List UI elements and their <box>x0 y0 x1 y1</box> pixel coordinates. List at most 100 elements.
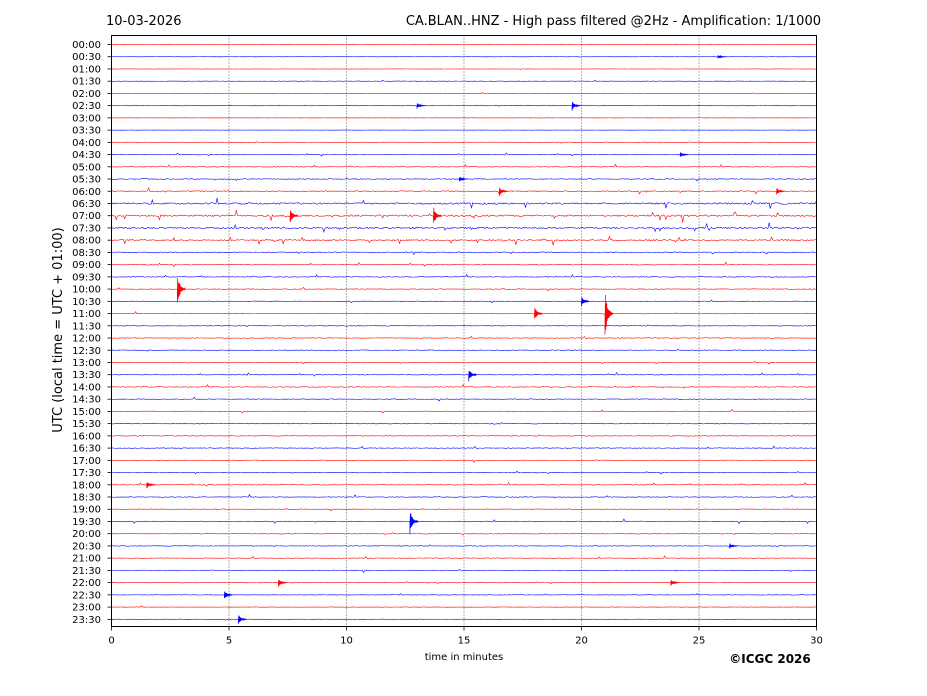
row-label: 16:30 <box>72 444 101 455</box>
seismic-event <box>176 278 186 303</box>
row-label: 18:30 <box>72 493 101 504</box>
row-label: 00:30 <box>72 52 101 63</box>
seismic-event <box>729 543 738 549</box>
trace-row <box>111 299 816 304</box>
trace-row <box>111 222 816 233</box>
vertical-grid <box>228 35 700 627</box>
row-label: 11:00 <box>72 309 101 320</box>
row-label: 10:00 <box>72 285 101 296</box>
trace-row <box>111 481 817 487</box>
row-label: 17:00 <box>72 456 101 467</box>
row-label: 14:30 <box>72 395 101 406</box>
x-tick-label: 20 <box>575 636 588 647</box>
trace-row <box>111 581 816 585</box>
x-axis-ticks: 0 5 10 15 20 25 30 <box>108 626 823 647</box>
row-label: 08:30 <box>72 248 101 259</box>
trace-row <box>111 384 816 389</box>
row-label: 15:30 <box>72 419 101 430</box>
trace-row <box>111 68 816 70</box>
trace-row <box>111 508 816 512</box>
trace-row <box>111 445 816 450</box>
trace-row <box>111 422 816 425</box>
x-tick-label: 5 <box>226 636 232 647</box>
row-label: 06:30 <box>72 199 101 210</box>
row-label: 07:30 <box>72 223 101 234</box>
row-label: 19:30 <box>72 517 101 528</box>
row-label: 05:30 <box>72 175 101 186</box>
row-label: 05:00 <box>72 162 101 173</box>
row-label: 22:30 <box>72 590 101 601</box>
row-label: 00:00 <box>72 40 101 51</box>
trace-row <box>111 209 817 223</box>
seismic-event <box>581 297 590 307</box>
row-label: 09:00 <box>72 260 101 271</box>
row-label: 22:00 <box>72 578 101 589</box>
y-axis-label: UTC (local time = UTC + 01:00) <box>51 227 66 432</box>
seismic-event <box>238 615 247 624</box>
seismic-event <box>670 579 680 586</box>
trace-row <box>111 273 816 279</box>
trace-row <box>111 152 816 157</box>
row-label: 19:00 <box>72 505 101 516</box>
row-label: 13:00 <box>72 358 101 369</box>
seismic-event <box>223 591 233 599</box>
row-label: 16:00 <box>72 431 101 442</box>
row-label: 12:00 <box>72 334 101 345</box>
chart-title: CA.BLAN..HNZ - High pass filtered @2Hz -… <box>406 14 821 29</box>
trace-row <box>111 605 816 608</box>
trace-row <box>111 360 816 365</box>
row-label: 04:30 <box>72 150 101 161</box>
seismic-event <box>776 188 785 195</box>
trace-row <box>111 251 816 256</box>
row-label: 04:00 <box>72 138 101 149</box>
row-label: 18:00 <box>72 480 101 491</box>
seismic-event <box>289 210 299 223</box>
row-label: 02:30 <box>72 101 101 112</box>
row-label: 21:30 <box>72 566 101 577</box>
seismic-event <box>468 370 478 382</box>
trace-row <box>111 79 816 82</box>
seismic-event <box>498 187 508 197</box>
date-label: 10-03-2026 <box>106 14 182 29</box>
x-tick-label: 10 <box>340 636 353 647</box>
trace-row <box>111 544 817 548</box>
row-label: 03:00 <box>72 113 101 124</box>
seismic-event <box>146 482 155 489</box>
x-tick-label: 15 <box>458 636 471 647</box>
x-tick-label: 25 <box>693 636 706 647</box>
row-label: 20:00 <box>72 529 101 540</box>
trace-row <box>111 335 816 340</box>
trace-row <box>111 618 816 621</box>
trace-row <box>111 396 816 402</box>
row-label: 12:30 <box>72 346 101 357</box>
trace-row <box>111 493 816 499</box>
seismic-event <box>433 207 442 223</box>
row-label: 07:00 <box>72 211 101 222</box>
seismic-event <box>416 103 426 109</box>
seismic-event <box>534 307 543 319</box>
trace-row <box>111 434 816 438</box>
trace-row <box>111 569 816 574</box>
trace-row <box>111 555 816 560</box>
row-label: 17:30 <box>72 468 101 479</box>
trace-row <box>111 324 816 327</box>
row-label: 09:30 <box>72 272 101 283</box>
trace-row <box>111 55 816 58</box>
trace-row <box>111 261 816 268</box>
plot-frame <box>111 35 817 627</box>
x-axis-label: time in minutes <box>425 652 504 663</box>
row-label: 11:30 <box>72 321 101 332</box>
row-label: 02:00 <box>72 89 101 100</box>
row-label: 01:30 <box>72 77 101 88</box>
trace-row <box>111 92 816 95</box>
row-label: 01:00 <box>72 64 101 75</box>
x-tick-label: 0 <box>108 636 114 647</box>
trace-row <box>111 518 816 525</box>
row-label: 23:00 <box>72 603 101 614</box>
trace-row <box>111 286 817 292</box>
seismic-event <box>571 102 581 111</box>
trace-row <box>111 141 816 144</box>
row-label: 14:00 <box>72 382 101 393</box>
